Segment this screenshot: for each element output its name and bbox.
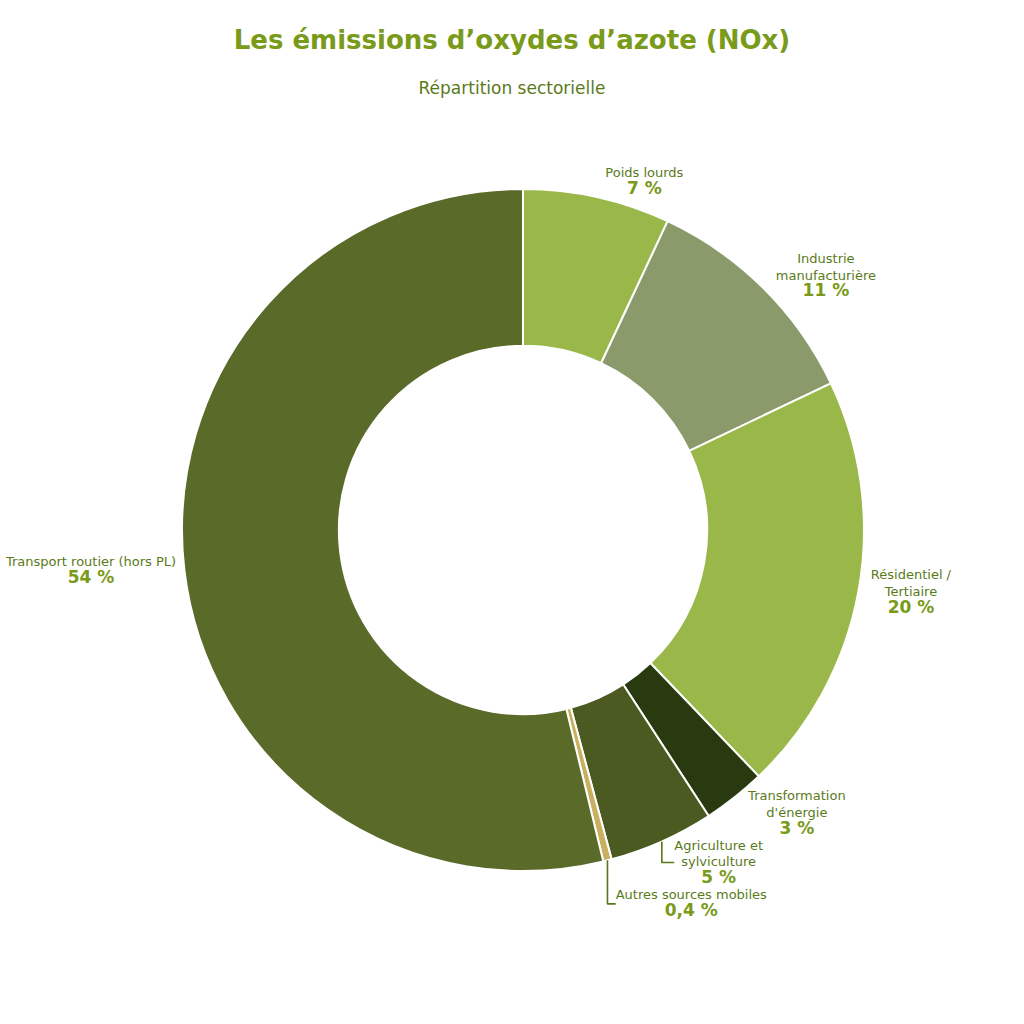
svg-text:Les émissions d’oxydes d’azote: Les émissions d’oxydes d’azote (NOx) bbox=[234, 25, 791, 55]
svg-text:Poids lourds7 %: Poids lourds7 % bbox=[605, 165, 683, 198]
svg-text:Transformationd'énergie3 %: Transformationd'énergie3 % bbox=[747, 788, 846, 838]
svg-text:Résidentiel /Tertiaire20 %: Résidentiel /Tertiaire20 % bbox=[871, 567, 952, 617]
svg-text:Transport routier (hors PL)54: Transport routier (hors PL)54 % bbox=[5, 554, 176, 587]
svg-text:Agriculture etsylviculture5 %: Agriculture etsylviculture5 % bbox=[674, 838, 763, 888]
svg-text:Industriemanufacturière11 %: Industriemanufacturière11 % bbox=[776, 251, 876, 301]
svg-text:Autres sources mobiles0,4 %: Autres sources mobiles0,4 % bbox=[616, 887, 767, 920]
svg-text:Répartition sectorielle: Répartition sectorielle bbox=[419, 78, 606, 98]
